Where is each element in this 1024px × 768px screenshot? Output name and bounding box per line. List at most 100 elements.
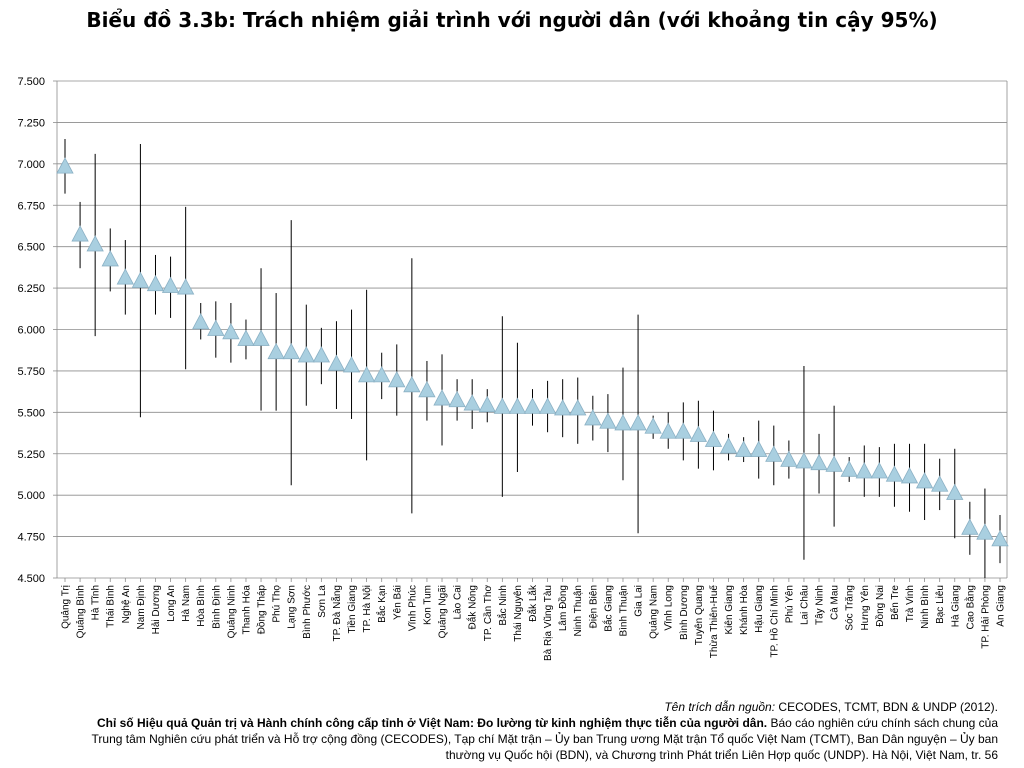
y-tick-label: 7.250 — [17, 117, 45, 129]
province-label: Phú Thọ — [272, 585, 283, 623]
point-marker — [86, 235, 104, 252]
province-label: Cà Mau — [830, 585, 841, 620]
point-marker — [840, 460, 858, 477]
y-tick-label: 6.250 — [17, 283, 45, 295]
citation-report-title: Chỉ số Hiệu quả Quản trị và Hành chính c… — [96, 716, 768, 730]
chart-title: Biểu đồ 3.3b: Trách nhiệm giải trình với… — [86, 8, 938, 32]
point-marker — [433, 389, 451, 406]
point-marker — [931, 475, 949, 492]
province-label: Đồng Nai — [874, 585, 886, 627]
province-label: Thanh Hóa — [241, 585, 252, 635]
point-marker — [463, 394, 481, 411]
point-marker — [704, 430, 723, 447]
point-marker — [644, 417, 662, 434]
province-label: Hải Dương — [151, 585, 162, 634]
province-label: Bắc Ninh — [496, 585, 509, 626]
confidence-interval-chart: 4.500 4.750 5.000 5.250 5.500 5.750 6.000 6.250… — [17, 76, 1009, 661]
province-label: Bà Rịa Vũng Tàu — [543, 585, 554, 661]
province-label: Ninh Thuận — [573, 585, 584, 637]
province-label: Vĩnh Phúc — [407, 585, 418, 631]
y-tick-label: 7.000 — [17, 159, 45, 171]
province-label: Trà Vinh — [905, 585, 916, 622]
province-label: Cao Bằng — [963, 585, 976, 629]
point-marker — [207, 319, 225, 336]
point-marker — [734, 440, 753, 457]
point-marker — [795, 452, 813, 469]
point-marker — [629, 414, 647, 431]
point-marker — [991, 530, 1009, 547]
point-marker — [825, 455, 843, 472]
point-marker — [614, 414, 632, 431]
point-marker — [976, 523, 994, 540]
y-tick-label: 6.750 — [17, 200, 45, 212]
point-marker — [915, 472, 934, 489]
province-label: Tuyên Quang — [694, 585, 705, 645]
province-label: Gia Lai — [634, 585, 645, 617]
y-tick-label: 5.750 — [17, 366, 45, 378]
point-marker — [388, 371, 406, 388]
province-label: Bình Dương — [679, 585, 690, 640]
citation-line-2: Chỉ số Hiệu quả Quản trị và Hành chính c… — [20, 715, 998, 731]
citation-line-4: thường vụ Quốc hội (BDN), và Chương trìn… — [445, 748, 998, 762]
point-marker — [674, 422, 692, 439]
point-marker — [56, 157, 74, 174]
error-bars — [64, 138, 1001, 578]
province-label: TP. Hồ Chí Minh — [768, 585, 780, 658]
point-marker — [584, 409, 602, 426]
point-marker — [765, 445, 783, 462]
province-label: Phú Yên — [784, 585, 795, 623]
point-marker — [569, 399, 587, 416]
province-label: Kon Tum — [422, 585, 433, 625]
province-label: Hậu Giang — [754, 585, 765, 633]
province-label: Bắc Kạn — [375, 585, 388, 623]
province-label: Thái Nguyên — [513, 585, 524, 642]
province-label: Sơn La — [317, 585, 328, 618]
y-tick-label: 5.250 — [17, 449, 45, 461]
province-label: Long An — [166, 585, 177, 622]
point-marker — [373, 366, 391, 383]
province-label: Lào Cai — [453, 585, 464, 619]
point-marker — [327, 354, 346, 371]
point-marker — [523, 397, 542, 414]
point-marker — [448, 390, 466, 408]
point-marker — [750, 440, 768, 457]
point-marker — [599, 412, 617, 429]
province-label: Quảng Bình — [76, 585, 87, 638]
province-label: Nghệ An — [121, 585, 132, 623]
point-marker — [146, 274, 165, 292]
citation-authors: CECODES, TCMT, BDN & UNDP (2012). — [775, 700, 998, 714]
point-marker — [553, 399, 572, 416]
point-marker — [961, 518, 979, 535]
province-label: Quảng Trị — [61, 585, 72, 629]
province-label: TP. Hà Nội — [362, 585, 373, 633]
y-tick-label: 4.500 — [17, 573, 45, 585]
axes — [53, 80, 1008, 582]
point-marker — [508, 397, 527, 414]
point-marker — [282, 342, 300, 360]
province-label: TP. Đà Nẵng — [330, 585, 343, 642]
point-marker — [900, 467, 919, 484]
point-markers — [56, 157, 1009, 547]
point-marker — [538, 397, 557, 414]
source-citation: Tên trích dẫn nguồn: CECODES, TCMT, BDN … — [20, 699, 998, 763]
citation-report-type: Báo cáo nghiên cứu chính sách chung của — [767, 716, 998, 730]
y-tick-label: 6.500 — [17, 242, 45, 254]
province-label: Quảng Nam — [649, 585, 660, 639]
y-tick-label: 4.750 — [17, 532, 45, 544]
province-label: Khánh Hòa — [739, 585, 750, 635]
province-label: Ninh Bình — [920, 585, 931, 629]
province-label: An Giang — [996, 585, 1007, 627]
province-label: Đắk Lắk — [526, 584, 539, 622]
point-marker — [267, 342, 285, 360]
province-label: Kiên Giang — [724, 585, 735, 634]
gridlines — [57, 80, 1007, 579]
point-marker — [659, 422, 677, 439]
province-label: Bắc Giang — [601, 585, 614, 632]
point-marker — [237, 329, 255, 346]
province-label: Bến Tre — [889, 585, 901, 620]
citation-line-3: Trung tâm Nghiên cứu phát triển và Hỗ tr… — [91, 732, 998, 746]
point-marker — [689, 425, 708, 442]
province-label: Bạc Liêu — [935, 585, 946, 624]
province-label: TP. Cần Thơ — [482, 585, 494, 642]
province-label: Hòa Bình — [196, 585, 207, 627]
